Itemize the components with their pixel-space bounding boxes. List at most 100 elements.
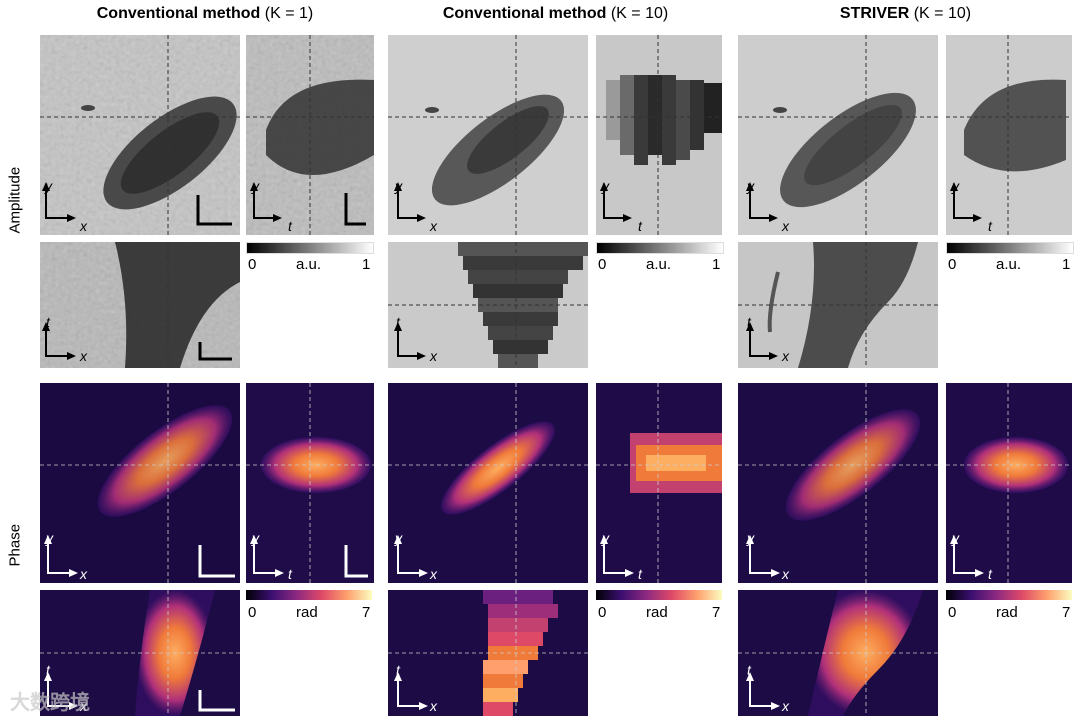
row-label-amplitude: Amplitude [6,166,24,234]
phase-k10-yt-tlabel: t [638,566,642,582]
phase-colorbar-3-max: 7 [1062,604,1071,621]
phase-k10-xy-panel: y x [388,383,588,583]
amp-striver-xy-image [738,35,938,235]
phase-colorbar-2-unit: rad [646,604,668,621]
amp-k10-xy-image [388,35,588,235]
phase-colorbar-1-min: 0 [248,604,257,621]
phase-colorbar-2-max: 7 [712,604,721,621]
amp-k10-yt-image [596,35,722,235]
phase-colorbar-1-gradient [246,590,372,600]
amp-k10-xy-panel: y x [388,35,588,235]
phase-k10-yt-panel: y t [596,383,722,583]
amp-k1-yt-tlabel: t [288,218,292,234]
amp-k10-xt-tlabel: t [396,314,400,330]
amp-k10-xy-ylabel: y [395,178,402,194]
amp-colorbar-3-max: 1 [1062,256,1071,273]
amp-striver-xt-xlabel: x [782,348,789,364]
row-label-phase: Phase [6,523,24,567]
amp-striver-xt-panel: t x [738,242,938,368]
phase-k10-xt-xlabel: x [430,698,437,714]
phase-colorbar-1-unit: rad [296,604,318,621]
amp-colorbar-1-unit: a.u. [296,256,322,273]
phase-colorbar-3-min: 0 [948,604,957,621]
phase-k1-xt-tlabel: t [46,662,50,678]
amp-k10-xt-xlabel: x [430,348,437,364]
amp-colorbar-3-min: 0 [948,256,957,273]
phase-k1-xt-xlabel: x [80,698,87,714]
amp-colorbar-1-max: 1 [362,256,371,273]
amp-k1-xt-panel: t x [40,242,240,368]
phase-k10-xy-xlabel: x [430,566,437,582]
phase-k10-xy-ylabel: y [395,530,402,546]
phase-k10-xy-image [388,383,588,583]
amp-striver-yt-panel: y t [946,35,1072,235]
amp-k1-xt-image [40,242,240,368]
phase-colorbar-3-unit: rad [996,604,1018,621]
amp-k10-yt-panel: y t [596,35,722,235]
column-title-3: STRIVER (K = 10) [738,5,1073,23]
amp-colorbar-2-unit: a.u. [646,256,672,273]
column-title-2: Conventional method (K = 10) [388,5,723,23]
phase-striver-xt-panel: t x [738,590,938,716]
amp-striver-xy-xlabel: x [782,218,789,234]
column-title-1-k: (K = 1) [264,5,314,22]
phase-colorbar-2-min: 0 [598,604,607,621]
amp-colorbar-3: 0 a.u. 1 [946,242,1074,276]
phase-k1-xy-image [40,383,240,583]
amp-striver-xt-tlabel: t [747,314,751,330]
amp-colorbar-3-unit: a.u. [996,256,1022,273]
amp-k1-xy-panel: y x [40,35,240,235]
phase-striver-yt-image [946,383,1072,583]
amp-colorbar-1-min: 0 [248,256,257,273]
phase-k10-xt-image [388,590,588,716]
amp-k10-yt-tlabel: t [638,218,642,234]
phase-striver-xy-xlabel: x [782,566,789,582]
amp-striver-xy-panel: y x [738,35,938,235]
amp-colorbar-2-max: 1 [712,256,721,273]
phase-striver-xt-xlabel: x [782,698,789,714]
amp-colorbar-2: 0 a.u. 1 [596,242,724,276]
amp-k1-xt-tlabel: t [46,314,50,330]
phase-striver-yt-ylabel: y [952,530,959,546]
amp-colorbar-2-gradient [596,242,724,254]
phase-k10-xt-panel: t x [388,590,588,716]
phase-striver-xt-tlabel: t [747,662,751,678]
amp-k1-yt-image [246,35,374,235]
phase-colorbar-1-max: 7 [362,604,371,621]
column-title-1-name: Conventional method [96,5,261,22]
column-title-2-k: (K = 10) [610,5,669,22]
phase-striver-xy-ylabel: y [747,530,754,546]
phase-k10-xt-tlabel: t [396,662,400,678]
amp-striver-xt-image [738,242,938,368]
amp-k1-xt-xlabel: x [80,348,87,364]
amp-k1-yt-panel: y t [246,35,374,235]
amp-k1-xy-xlabel: x [80,218,87,234]
amp-colorbar-3-gradient [946,242,1074,254]
phase-colorbar-1: 0 rad 7 [246,590,374,624]
phase-colorbar-2-gradient [596,590,722,600]
phase-k10-yt-ylabel: y [602,530,609,546]
phase-k1-yt-image [246,383,374,583]
column-title-3-name: STRIVER [839,5,910,22]
amp-k1-yt-ylabel: y [252,178,259,194]
phase-striver-xy-image [738,383,938,583]
phase-k1-xy-ylabel: y [46,530,53,546]
watermark-logo: 大数跨境 [10,692,90,714]
phase-colorbar-2: 0 rad 7 [596,590,724,624]
phase-striver-yt-tlabel: t [988,566,992,582]
phase-k1-yt-panel: y t [246,383,374,583]
phase-k1-xt-image [40,590,240,716]
amp-k10-xy-xlabel: x [430,218,437,234]
amp-k10-xt-panel: t x [388,242,588,368]
phase-striver-yt-panel: y t [946,383,1072,583]
amp-colorbar-1: 0 a.u. 1 [246,242,374,276]
amp-striver-yt-ylabel: y [952,178,959,194]
phase-k1-yt-ylabel: y [252,530,259,546]
amp-colorbar-2-min: 0 [598,256,607,273]
amp-colorbar-1-gradient [246,242,374,254]
phase-k1-xy-xlabel: x [80,566,87,582]
phase-k1-yt-tlabel: t [288,566,292,582]
phase-colorbar-3-gradient [946,590,1072,600]
column-title-3-k: (K = 10) [913,5,972,22]
amp-k1-xy-ylabel: y [45,178,52,194]
